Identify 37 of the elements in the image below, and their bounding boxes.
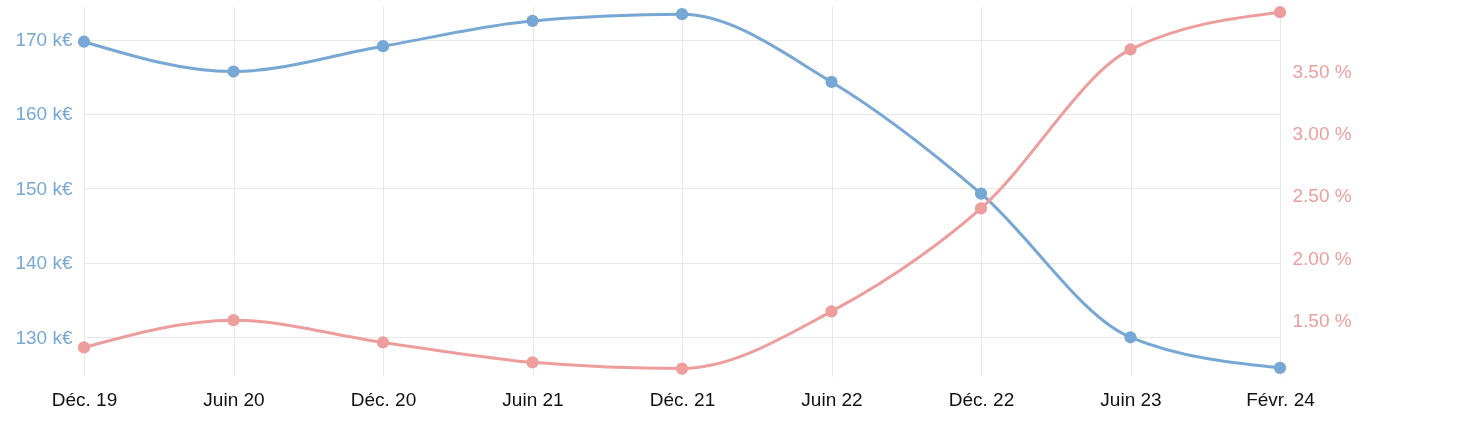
- y-tick-label: 140 k€: [15, 252, 73, 274]
- y-tick-label: 160 k€: [15, 103, 73, 125]
- point: [77, 341, 91, 354]
- y2-tick-label: 3.00 %: [1292, 123, 1352, 145]
- x-tick-label: Juin 23: [1100, 388, 1162, 410]
- point: [376, 336, 390, 349]
- x-tick-label: Déc. 22: [948, 388, 1015, 410]
- point: [1273, 361, 1287, 374]
- x-tick-label: Juin 20: [203, 388, 265, 410]
- point: [1124, 331, 1137, 344]
- point: [675, 362, 689, 375]
- y-tick-label: 130 k€: [15, 326, 73, 348]
- x-tick-label: Févr. 24: [1246, 388, 1316, 410]
- point: [1124, 43, 1137, 56]
- x-tick-label: Déc. 19: [51, 388, 118, 410]
- point: [526, 356, 539, 369]
- point: [675, 8, 689, 21]
- x-tick-label: Déc. 20: [350, 388, 417, 410]
- y2-tick-label: 1.50 %: [1292, 309, 1352, 331]
- y2-tick-label: 2.00 %: [1292, 247, 1352, 269]
- point: [974, 187, 988, 200]
- point: [825, 75, 838, 89]
- y-tick-label: 170 k€: [15, 29, 73, 50]
- x-tick-label: Juin 22: [801, 388, 863, 410]
- point: [974, 202, 988, 215]
- y2-tick-label: 3.50 %: [1292, 61, 1352, 83]
- point: [1273, 6, 1287, 19]
- point: [376, 40, 390, 53]
- point: [526, 14, 539, 27]
- point: [77, 35, 91, 48]
- y-tick-label: 150 k€: [15, 177, 73, 199]
- point: [227, 65, 240, 78]
- y2-tick-label: 2.50 %: [1292, 185, 1352, 207]
- x-tick-label: Juin 21: [502, 388, 564, 410]
- x-tick-label: Déc. 21: [649, 388, 716, 410]
- point: [227, 314, 240, 327]
- point: [825, 305, 838, 318]
